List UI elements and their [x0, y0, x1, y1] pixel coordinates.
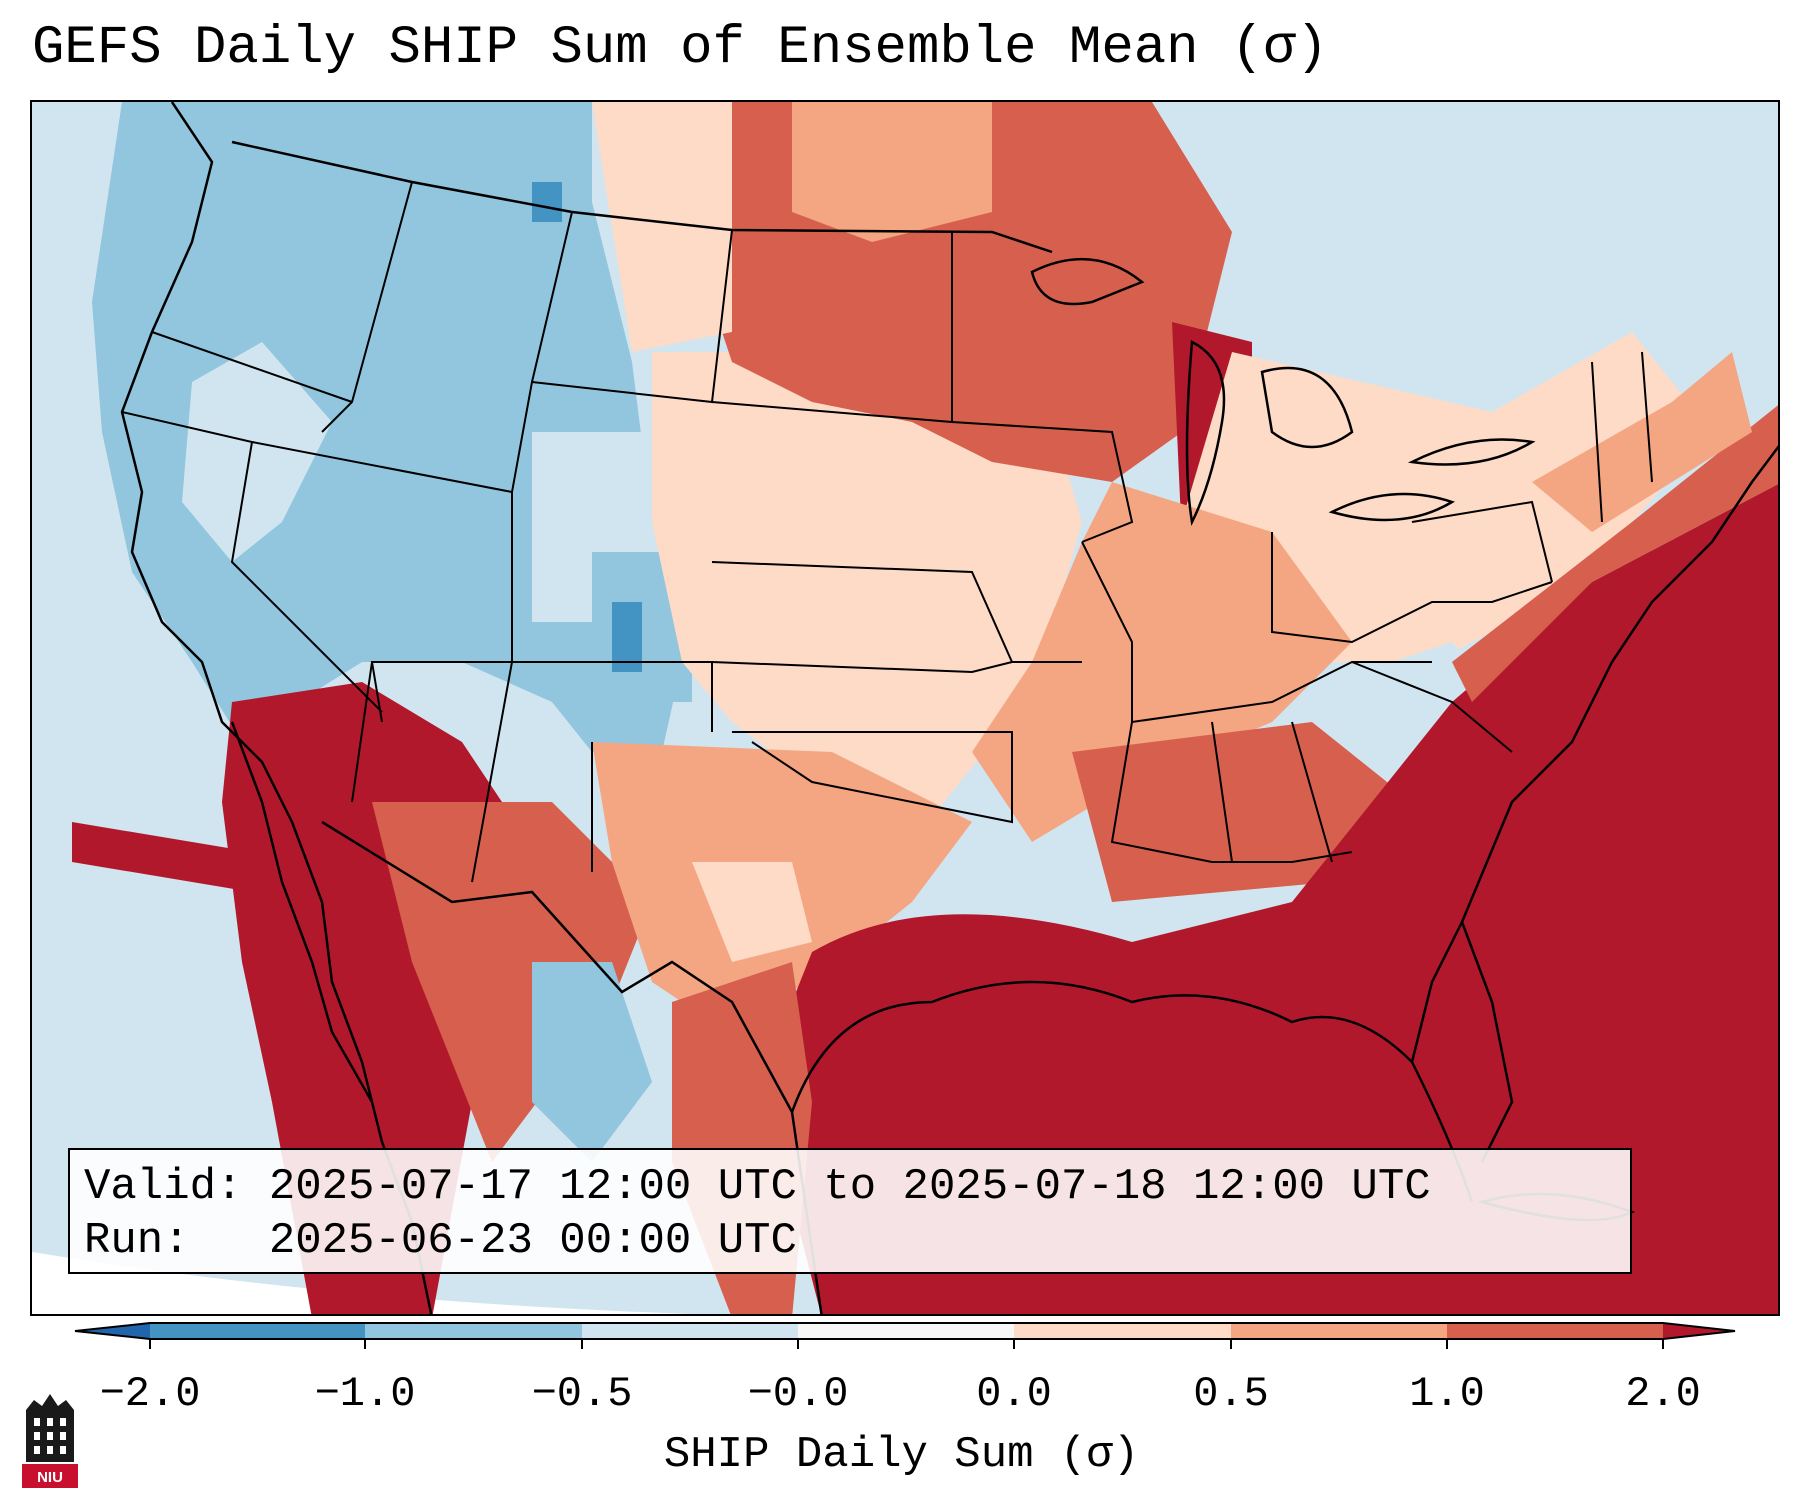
colorbar-tick-label: 0.5	[1193, 1370, 1269, 1418]
cell-strong-negative	[612, 602, 642, 672]
colorbar	[74, 1322, 1736, 1349]
colorbar-bin	[1663, 1323, 1735, 1339]
colorbar-tick-label: −1.0	[314, 1370, 416, 1418]
colorbar-bin	[1447, 1323, 1663, 1339]
colorbar-tick-label: 2.0	[1625, 1370, 1701, 1418]
run-row: Run: 2025-06-23 00:00 UTC	[84, 1214, 1616, 1268]
region-midwest-moderate	[972, 482, 1352, 842]
colorbar-tick-label: 0.0	[976, 1370, 1052, 1418]
region-gulf-atlantic-strong	[772, 484, 1778, 1314]
colorbar-bin	[365, 1323, 582, 1339]
colorbar-bin	[75, 1323, 150, 1339]
map-boundaries	[120, 102, 1778, 1314]
map-canvas	[32, 102, 1778, 1314]
colorbar-bin	[582, 1323, 798, 1339]
region-mexico-negative	[532, 962, 652, 1162]
region-atlantic-coast-positive	[1452, 405, 1778, 702]
run-label: Run:	[84, 1216, 190, 1266]
region-plains-positive	[652, 352, 1082, 842]
colorbar-bin	[798, 1323, 1014, 1339]
cell-strong-negative	[532, 182, 562, 222]
colorbar-tick-label: −0.0	[747, 1370, 849, 1418]
colorbar-bin	[1231, 1323, 1447, 1339]
region-nd-moderate	[792, 102, 992, 242]
region-montana-pale	[592, 102, 732, 352]
logo-text: NIU	[37, 1469, 63, 1486]
valid-label: Valid:	[84, 1162, 243, 1212]
colorbar-label: SHIP Daily Sum (σ)	[663, 1430, 1140, 1480]
colorbar-tick-label: −0.5	[531, 1370, 633, 1418]
map-panel[interactable]: Valid: 2025-07-17 12:00 UTC to 2025-07-1…	[30, 100, 1780, 1316]
niu-tower-icon: NIU	[22, 1394, 78, 1488]
run-value: 2025-06-23 00:00 UTC	[268, 1216, 797, 1266]
region-mexico-positive	[372, 802, 652, 1162]
region-texas-pale	[692, 862, 812, 962]
region-canada-east	[1312, 102, 1778, 412]
colorbar-bin	[150, 1323, 365, 1339]
region-new-england-coast	[1532, 352, 1752, 532]
figure-title: GEFS Daily SHIP Sum of Ensemble Mean (σ)	[32, 18, 1329, 79]
region-california-light	[182, 342, 332, 562]
domain-edge	[32, 1252, 693, 1314]
state-boundaries	[121, 181, 1653, 883]
info-box: Valid: 2025-07-17 12:00 UTC to 2025-07-1…	[68, 1148, 1632, 1274]
colorbar-tick-label: −2.0	[99, 1370, 201, 1418]
region-pacific-strong	[72, 822, 312, 902]
colorbar-bin	[1014, 1323, 1231, 1339]
valid-row: Valid: 2025-07-17 12:00 UTC to 2025-07-1…	[84, 1160, 1616, 1214]
valid-value: 2025-07-17 12:00 UTC to 2025-07-18 12:00…	[268, 1162, 1431, 1212]
colorbar-tick-label: 1.0	[1409, 1370, 1485, 1418]
